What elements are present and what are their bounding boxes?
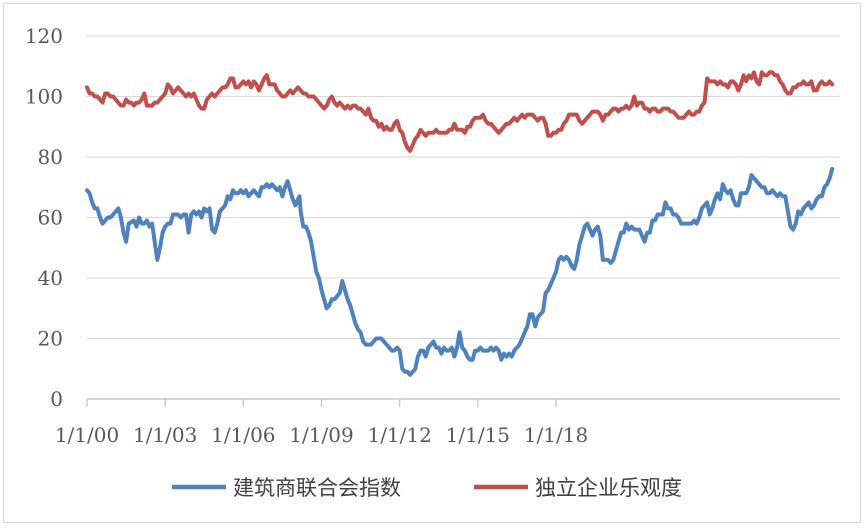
x-tick-label: 1/1/03	[133, 423, 197, 447]
series-line-0	[85, 167, 835, 377]
y-tick-label: 100	[25, 85, 63, 109]
y-tick-label: 60	[38, 206, 63, 230]
y-tick-label: 80	[38, 145, 63, 169]
y-tick-label: 120	[25, 24, 63, 48]
gridlines	[87, 35, 840, 339]
legend-label-builders: 建筑商联合会指数	[233, 476, 401, 500]
chart-frame	[3, 3, 861, 523]
x-axis: 1/1/00 1/1/03 1/1/06 1/1/09 1/1/12 1/1/15 1/1/…	[55, 398, 840, 447]
x-tick-label: 1/1/06	[211, 423, 275, 447]
series-lines	[85, 70, 835, 377]
x-tick-label: 1/1/15	[446, 423, 510, 447]
x-tick-label: 1/1/00	[55, 423, 119, 447]
series-line-1	[85, 70, 835, 153]
y-tick-label: 40	[38, 266, 63, 290]
x-tick-label: 1/1/18	[524, 423, 588, 447]
legend-label-optimism: 独立企业乐观度	[535, 476, 682, 500]
y-axis-tick-labels: 0 20 40 60 80 100 120	[25, 24, 63, 411]
y-tick-label: 0	[50, 387, 63, 411]
x-tick-label: 1/1/09	[289, 423, 353, 447]
legend: 建筑商联合会指数 独立企业乐观度	[172, 476, 682, 500]
y-tick-label: 20	[38, 327, 63, 351]
x-tick-label: 1/1/12	[367, 423, 431, 447]
